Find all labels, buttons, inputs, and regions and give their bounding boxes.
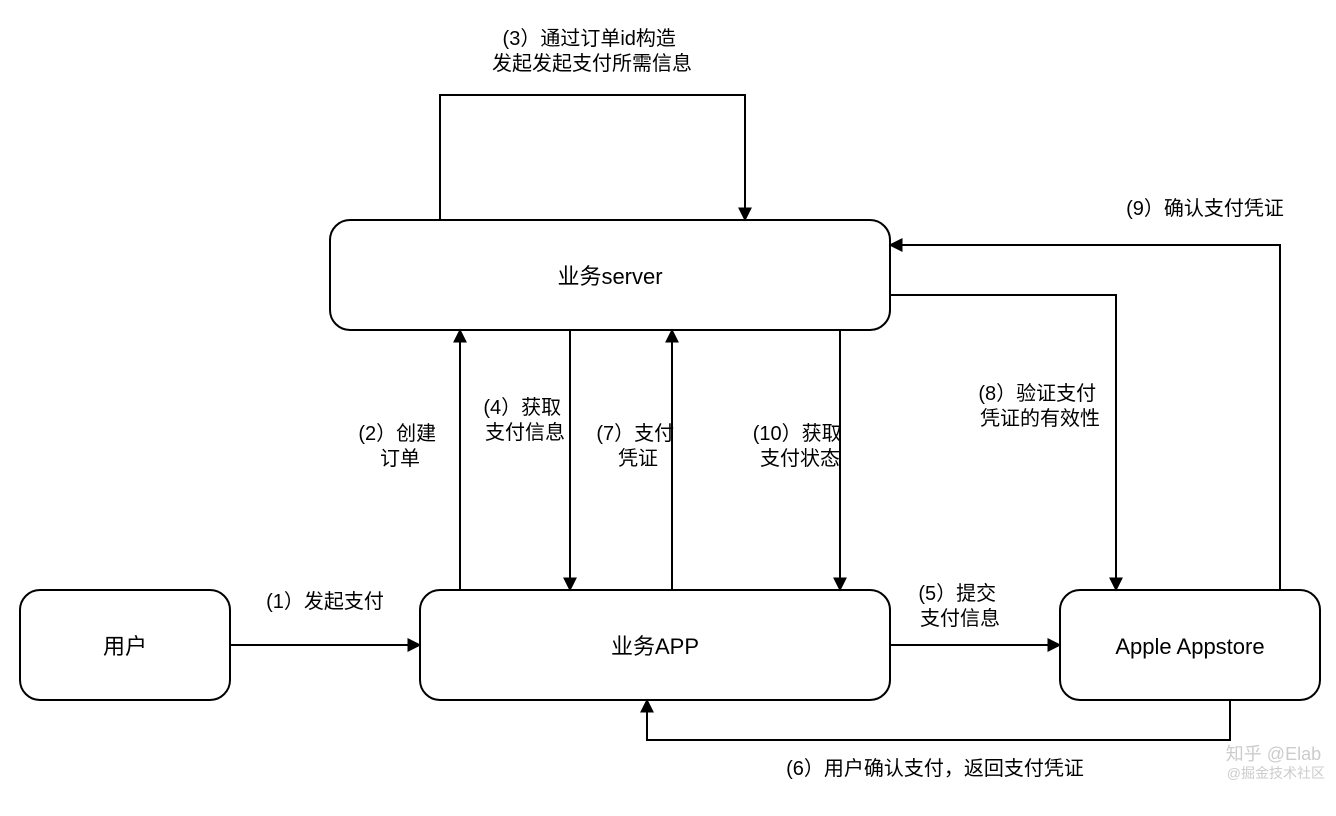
edge-3 (440, 95, 745, 220)
edge-7-label: (7）支付 凭证 (596, 422, 679, 470)
edge-6-label: (6）用户确认支付，返回支付凭证 (786, 757, 1084, 780)
node-server-label: 业务server (557, 264, 662, 289)
edge-2-label: (2）创建 订单 (358, 422, 441, 470)
node-user-label: 用户 (103, 634, 147, 659)
edge-5-label: (5）提交 支付信息 (918, 582, 1001, 630)
edge-3-label: (3）通过订单id构造 发起发起支付所需信息 (492, 27, 692, 75)
node-appstore-label: Apple Appstore (1115, 634, 1264, 659)
edge-1-label: (1）发起支付 (266, 590, 384, 613)
edge-9-label: (9）确认支付凭证 (1126, 197, 1284, 220)
edge-6 (647, 700, 1230, 740)
edge-8-label: (8）验证支付 凭证的有效性 (978, 382, 1101, 430)
edge-10-label: (10）获取 支付状态 (753, 422, 847, 470)
node-app-label: 业务APP (611, 634, 699, 659)
edge-8 (890, 295, 1116, 590)
watermark: 知乎 @Elab @掘金技术社区 (1226, 744, 1325, 781)
edge-4-label: (4）获取 支付信息 (483, 396, 566, 444)
